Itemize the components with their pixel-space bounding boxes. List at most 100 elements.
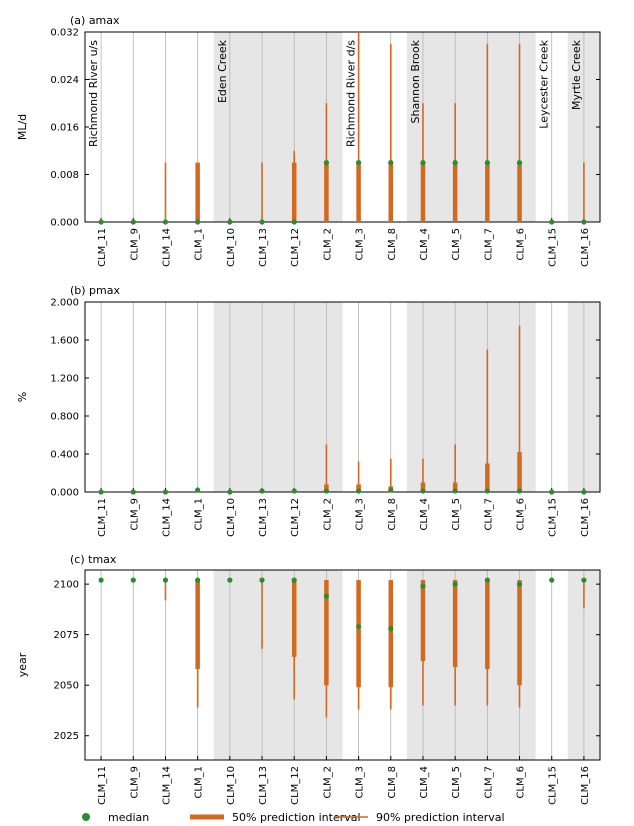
x-tick-label: CLM_16 xyxy=(580,498,591,537)
group-label: Shannon Brook xyxy=(409,39,422,123)
group-shade xyxy=(406,32,536,222)
x-tick-label: CLM_15 xyxy=(548,498,559,537)
y-axis-label: % xyxy=(16,392,29,402)
median-point xyxy=(227,219,233,225)
y-tick-label: 2025 xyxy=(54,731,79,742)
x-tick-label: CLM_5 xyxy=(451,766,462,799)
median-point xyxy=(98,489,104,495)
y-tick-label: 0.008 xyxy=(50,170,79,181)
group-label: Richmond River d/s xyxy=(345,40,358,147)
median-point xyxy=(195,577,201,583)
median-point xyxy=(195,219,201,225)
legend-median-label: median xyxy=(108,811,149,824)
x-tick-label: CLM_14 xyxy=(161,766,172,805)
median-point xyxy=(323,488,330,494)
panel-title: (a) amax xyxy=(70,14,120,27)
y-tick-label: 2075 xyxy=(54,630,79,641)
median-point xyxy=(581,577,587,583)
y-tick-label: 2.000 xyxy=(50,298,79,309)
x-tick-label: CLM_6 xyxy=(516,228,527,261)
x-tick-label: CLM_4 xyxy=(419,228,430,261)
x-tick-label: CLM_1 xyxy=(194,498,205,531)
x-tick-label: CLM_1 xyxy=(194,228,205,261)
x-tick-label: CLM_3 xyxy=(355,228,366,261)
x-tick-label: CLM_8 xyxy=(387,498,398,531)
median-point xyxy=(484,160,490,166)
median-point xyxy=(549,577,555,583)
median-point xyxy=(98,219,104,225)
median-point xyxy=(227,489,233,495)
panel-ctmax: 2025 2050 2075 2100 CLM_11 CLM_9 CLM_14 CLM_1 CL… xyxy=(16,553,601,805)
x-tick-label: CLM_7 xyxy=(483,228,494,261)
x-tick-label: CLM_8 xyxy=(387,766,398,799)
median-point xyxy=(323,593,330,599)
x-tick-label: CLM_13 xyxy=(258,498,269,537)
y-axis-label: year xyxy=(16,652,29,677)
x-tick-label: CLM_4 xyxy=(419,766,430,799)
median-point xyxy=(516,581,523,587)
x-tick-label: CLM_3 xyxy=(355,766,366,799)
median-point xyxy=(452,160,458,166)
median-point xyxy=(130,577,136,583)
panel-title: (c) tmax xyxy=(70,553,117,566)
x-tick-label: CLM_3 xyxy=(355,498,366,531)
median-point xyxy=(516,160,523,166)
median-point xyxy=(420,488,426,494)
median-point xyxy=(420,583,426,589)
x-tick-label: CLM_16 xyxy=(580,228,591,267)
x-tick-label: CLM_2 xyxy=(322,228,333,261)
x-tick-label: CLM_14 xyxy=(161,498,172,537)
legend-p90-label: 90% prediction interval xyxy=(376,811,505,824)
median-point xyxy=(452,488,458,494)
legend-median-marker xyxy=(82,813,90,821)
median-point xyxy=(195,487,201,493)
x-tick-label: CLM_9 xyxy=(129,228,140,261)
group-shade xyxy=(406,570,536,760)
x-tick-label: CLM_8 xyxy=(387,228,398,261)
x-tick-label: CLM_16 xyxy=(580,766,591,805)
median-point xyxy=(355,488,362,494)
group-shade xyxy=(213,32,343,222)
x-tick-label: CLM_11 xyxy=(97,766,108,805)
x-tick-label: CLM_1 xyxy=(194,766,205,799)
group-label: Eden Creek xyxy=(216,39,229,103)
x-tick-label: CLM_15 xyxy=(548,766,559,805)
group-label: Myrtle Creek xyxy=(570,39,583,110)
median-point xyxy=(259,219,265,225)
median-point xyxy=(162,577,169,583)
x-tick-label: CLM_2 xyxy=(322,766,333,799)
x-tick-label: CLM_13 xyxy=(258,766,269,805)
median-point xyxy=(130,489,136,495)
x-tick-label: CLM_5 xyxy=(451,228,462,261)
x-tick-label: CLM_15 xyxy=(548,228,559,267)
x-tick-label: CLM_4 xyxy=(419,498,430,531)
y-tick-label: 0.016 xyxy=(50,123,79,134)
x-tick-label: CLM_6 xyxy=(516,766,527,799)
median-point xyxy=(388,160,394,166)
y-axis-label: ML/d xyxy=(16,114,29,140)
plot-frame xyxy=(84,569,601,761)
median-point xyxy=(355,160,362,166)
median-point xyxy=(420,160,426,166)
median-point xyxy=(355,623,362,630)
group-label: Richmond River u/s xyxy=(87,40,100,147)
median-point xyxy=(130,219,136,225)
median-point xyxy=(162,219,169,225)
x-tick-label: CLM_12 xyxy=(290,228,301,267)
median-point xyxy=(516,488,523,494)
panel-bpmax: 0.000 0.400 0.800 1.200 1.600 2.000 CLM_11 CLM_… xyxy=(16,284,601,537)
plot-frame xyxy=(84,301,601,493)
x-tick-label: CLM_9 xyxy=(129,766,140,799)
median-point xyxy=(227,577,233,583)
x-tick-label: CLM_7 xyxy=(483,766,494,799)
x-tick-label: CLM_14 xyxy=(161,228,172,267)
x-tick-label: CLM_5 xyxy=(451,498,462,531)
legend-p50-label: 50% prediction interval xyxy=(232,811,361,824)
y-tick-label: 0.400 xyxy=(50,450,79,461)
median-point xyxy=(162,489,169,495)
y-tick-label: 2050 xyxy=(54,681,79,692)
legend: median 50% prediction interval 90% predict… xyxy=(82,811,505,824)
median-point xyxy=(98,577,104,583)
x-tick-label: CLM_10 xyxy=(226,228,237,267)
